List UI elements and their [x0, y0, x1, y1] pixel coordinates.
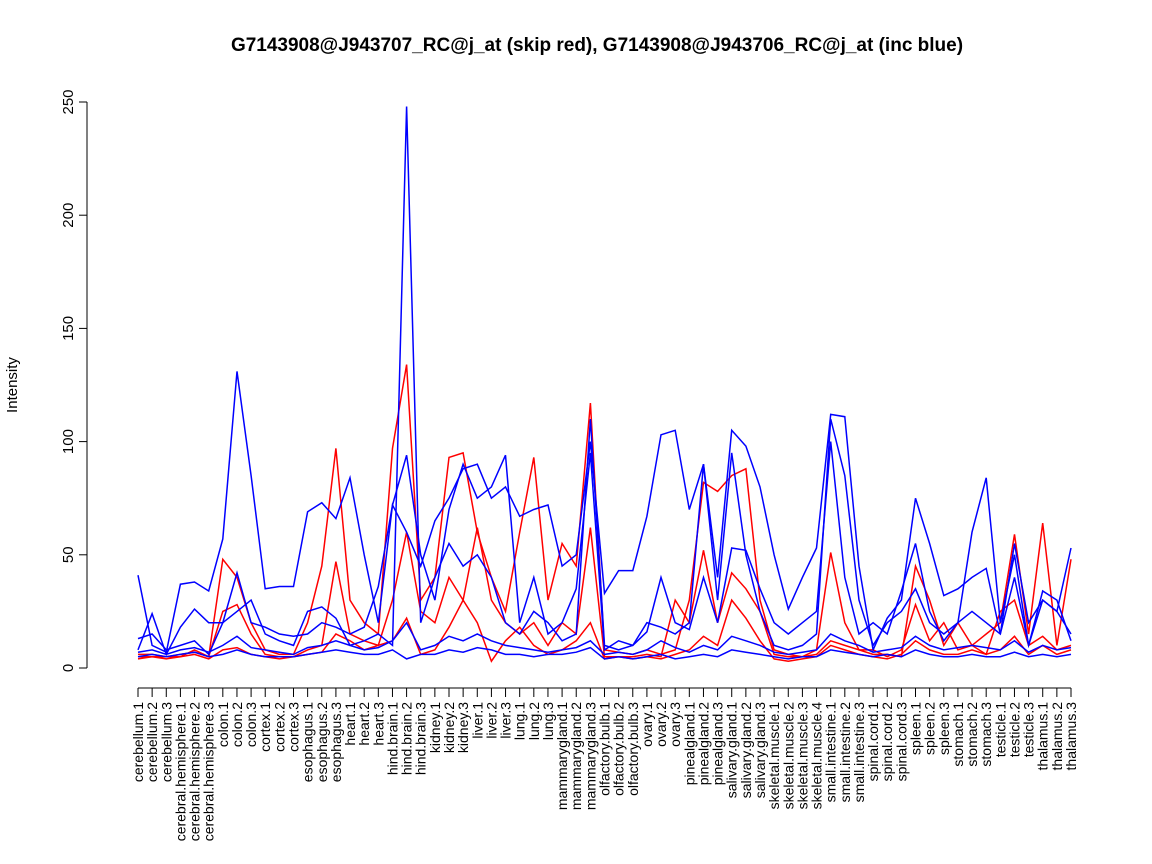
series-line-inc-blue-3	[137, 441, 1072, 657]
x-tick-label: stomach.3	[978, 702, 994, 767]
x-tick-label: colon.3	[243, 702, 259, 747]
x-tick-label: lung.3	[540, 702, 556, 740]
x-tick-label: spleen.1	[908, 702, 924, 755]
x-tick-label: cortex.3	[286, 702, 302, 752]
chart-title: G7143908@J943707_RC@j_at (skip red), G71…	[231, 35, 963, 56]
x-tick-label: hind.brain.1	[384, 702, 400, 775]
x-tick-label: thalamus.2	[1049, 702, 1065, 771]
series-line-inc-blue-1	[137, 106, 1072, 656]
y-axis: 0 50 100 150 200 250	[60, 89, 88, 672]
y-axis-label: Intensity	[4, 357, 21, 413]
x-tick-label: mammarygland.1	[554, 702, 570, 810]
x-tick-label: cerebellum.1	[130, 702, 146, 782]
series-lines	[137, 106, 1072, 663]
x-tick-label: mammarygland.2	[568, 702, 584, 810]
x-tick-label: lung.1	[512, 702, 528, 740]
x-tick-label: pinealgland.2	[695, 702, 711, 786]
x-tick-label: ovary.1	[639, 702, 655, 747]
x-tick-label: thalamus.3	[1063, 702, 1079, 771]
x-tick-label: skeletal.muscle.3	[794, 702, 810, 810]
x-tick-label: stomach.1	[950, 702, 966, 767]
x-tick-label: spleen.2	[922, 702, 938, 755]
x-tick-label: spinal.cord.1	[865, 702, 881, 782]
x-tick-label: stomach.2	[964, 702, 980, 767]
x-tick-label: salivary.gland.3	[752, 702, 768, 798]
x-tick-label: liver.1	[469, 702, 485, 739]
x-tick-label: testicle.1	[992, 702, 1008, 757]
x-tick-label: thalamus.1	[1035, 702, 1051, 771]
x-tick-label: cerebellum.3	[158, 702, 174, 782]
x-tick-label: mammarygland.3	[582, 702, 598, 810]
y-tick-label: 0	[60, 664, 77, 672]
x-tick-label: salivary.gland.2	[738, 702, 754, 798]
y-tick-label: 200	[60, 203, 77, 228]
x-tick-label: heart.2	[356, 702, 372, 746]
x-tick-label: spinal.cord.2	[879, 702, 895, 782]
x-tick-label: testicle.2	[1006, 702, 1022, 757]
x-tick-label: ovary.2	[653, 702, 669, 747]
x-tick-label: colon.1	[215, 702, 231, 747]
x-tick-label: olfactory.bulb.2	[611, 702, 627, 796]
y-tick-label: 100	[60, 429, 77, 454]
x-tick-label: kidney.2	[441, 702, 457, 753]
x-tick-label: testicle.3	[1021, 702, 1037, 757]
x-tick-label: kidney.3	[455, 702, 471, 753]
x-tick-label: esophagus.1	[300, 702, 316, 782]
x-tick-label: liver.2	[483, 702, 499, 739]
x-tick-label: pinealgland.1	[681, 702, 697, 786]
x-tick-label: ovary.3	[667, 702, 683, 747]
x-tick-label: cerebral.hemisphere.1	[172, 702, 188, 842]
y-tick-label: 50	[60, 546, 77, 563]
x-tick-label: cerebral.hemisphere.3	[201, 702, 217, 842]
x-tick-label: cortex.2	[271, 702, 287, 752]
series-line-inc-blue-5	[137, 646, 1072, 660]
x-tick-label: small.intestine.3	[851, 702, 867, 803]
y-tick-label: 150	[60, 316, 77, 341]
x-tick-label: olfactory.bulb.1	[597, 702, 613, 796]
x-tick-label: esophagus.3	[328, 702, 344, 782]
series-line-inc-blue-2	[137, 371, 1072, 654]
x-tick-label: lung.2	[526, 702, 542, 740]
x-tick-label: spleen.3	[936, 702, 952, 755]
x-tick-label: kidney.1	[427, 702, 443, 753]
x-tick-label: hind.brain.2	[399, 702, 415, 775]
x-tick-label: salivary.gland.1	[724, 702, 740, 798]
x-tick-label: hind.brain.3	[413, 702, 429, 775]
x-tick-label: small.intestine.2	[837, 702, 853, 803]
x-tick-label: esophagus.2	[314, 702, 330, 782]
x-tick-label: cerebellum.2	[144, 702, 160, 782]
x-tick-label: cortex.1	[257, 702, 273, 752]
x-tick-label: spinal.cord.3	[893, 702, 909, 782]
x-tick-label: colon.2	[229, 702, 245, 747]
x-tick-label: olfactory.bulb.3	[625, 702, 641, 796]
x-axis: cerebellum.1cerebellum.2cerebellum.3cere…	[130, 687, 1079, 842]
y-tick-label: 250	[60, 89, 77, 114]
x-tick-label: liver.3	[498, 702, 514, 739]
x-tick-label: heart.3	[370, 702, 386, 746]
series-line-inc-blue-4	[137, 621, 1072, 656]
x-tick-label: small.intestine.1	[823, 702, 839, 803]
x-tick-label: skeletal.muscle.4	[809, 702, 825, 810]
x-tick-label: skeletal.muscle.1	[766, 702, 782, 810]
x-tick-label: pinealgland.3	[710, 702, 726, 786]
x-tick-label: heart.1	[342, 702, 358, 746]
x-tick-label: cerebral.hemisphere.2	[187, 702, 203, 842]
x-tick-label: skeletal.muscle.2	[780, 702, 796, 810]
